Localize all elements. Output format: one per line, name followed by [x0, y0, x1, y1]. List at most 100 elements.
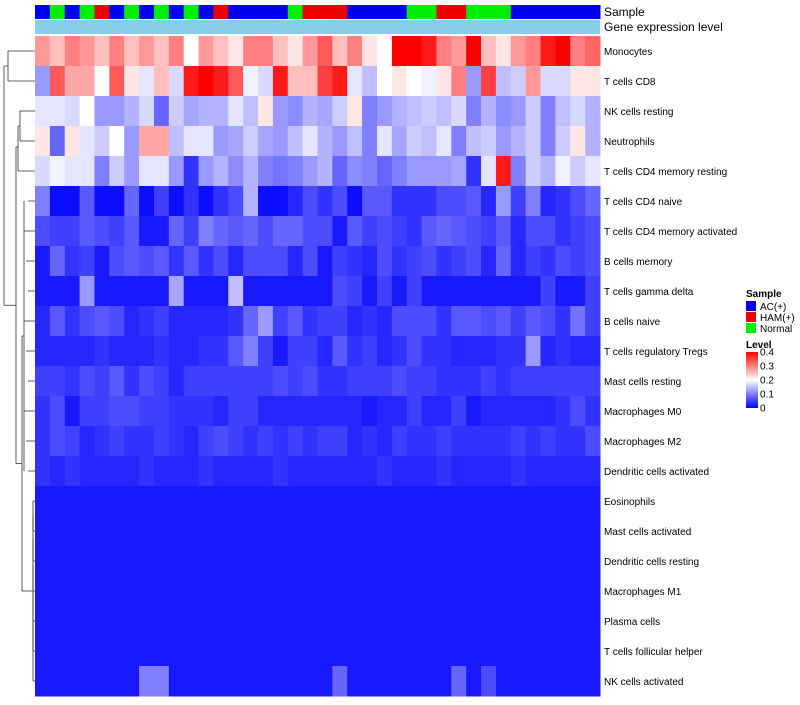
heatmap-cell — [525, 96, 542, 127]
row-label: NK cells resting — [604, 107, 673, 118]
heatmap-cell — [555, 606, 571, 637]
heatmap-cell — [495, 276, 512, 307]
heatmap-cell — [94, 66, 110, 97]
heatmap-cell — [139, 156, 155, 187]
heatmap-cell — [94, 246, 110, 277]
heatmap-cell — [481, 456, 497, 487]
heatmap-cell — [347, 36, 363, 67]
heatmap-cell — [213, 96, 229, 127]
heatmap-cell — [585, 156, 601, 187]
heatmap-cell — [362, 36, 378, 67]
heatmap-cell — [153, 306, 170, 337]
heatmap-cell — [258, 126, 274, 157]
heatmap-cell — [302, 516, 318, 547]
heatmap-cell — [555, 486, 571, 517]
row-label: T cells CD4 memory resting — [604, 167, 727, 178]
heatmap-cell — [585, 546, 601, 577]
heatmap-cell — [183, 186, 200, 217]
heatmap-cell — [317, 156, 333, 187]
heatmap-cell — [258, 456, 274, 487]
heatmap-cell — [421, 156, 437, 187]
heatmap-cell — [332, 246, 348, 277]
heatmap-cell — [525, 336, 542, 367]
heatmap-cell — [287, 666, 304, 697]
heatmap-cell — [347, 186, 363, 217]
heatmap-cell — [391, 456, 408, 487]
heatmap-cell — [287, 426, 304, 457]
heatmap-cell — [139, 456, 155, 487]
heatmap-cell — [109, 306, 125, 337]
heatmap-cell — [495, 366, 512, 397]
heatmap-cell — [391, 606, 408, 637]
heatmap-cell — [436, 66, 452, 97]
heatmap-cell — [391, 96, 408, 127]
heatmap-cell — [495, 156, 512, 187]
heatmap-cell — [198, 156, 214, 187]
heatmap-cell — [481, 156, 497, 187]
heatmap-cell — [198, 336, 214, 367]
heatmap-cell — [94, 636, 110, 667]
heatmap-cell — [49, 276, 66, 307]
heatmap-cell — [35, 186, 51, 217]
legend-swatch — [746, 312, 756, 322]
heatmap-cell — [139, 396, 155, 427]
heatmap-cell — [35, 126, 51, 157]
heatmap-cell — [228, 396, 244, 427]
heatmap-cell — [481, 606, 497, 637]
heatmap-cell — [525, 636, 542, 667]
heatmap-cell — [362, 306, 378, 337]
heatmap-cell — [79, 456, 95, 487]
heatmap-cell — [406, 576, 423, 607]
heatmap-cell — [258, 336, 274, 367]
heatmap-cell — [555, 546, 571, 577]
sample-cell — [406, 5, 423, 19]
legend-sample-title: Sample — [746, 289, 782, 300]
heatmap-cell — [302, 546, 318, 577]
heatmap-cell — [198, 126, 214, 157]
heatmap-cell — [362, 426, 378, 457]
heatmap-cell — [243, 576, 259, 607]
heatmap-cell — [243, 396, 259, 427]
heatmap-cell — [570, 96, 586, 127]
heatmap-cell — [376, 216, 393, 247]
heatmap-cell — [481, 636, 497, 667]
heatmap-cell — [124, 126, 140, 157]
heatmap-cell — [481, 516, 497, 547]
heatmap-cell — [347, 156, 363, 187]
heatmap-cell — [376, 396, 393, 427]
heatmap-cell — [183, 456, 200, 487]
sample-cell — [49, 5, 66, 19]
heatmap-cell — [555, 366, 571, 397]
heatmap-cell — [332, 426, 348, 457]
heatmap-cell — [347, 486, 363, 517]
heatmap-cell — [436, 576, 452, 607]
heatmap-cell — [228, 666, 244, 697]
heatmap-cell — [555, 276, 571, 307]
heatmap-cell — [376, 276, 393, 307]
heatmap-cell — [525, 516, 542, 547]
heatmap-cell — [198, 96, 214, 127]
heatmap-cell — [139, 306, 155, 337]
heatmap-cell — [139, 36, 155, 67]
heatmap-cell — [510, 96, 527, 127]
heatmap-cell — [585, 456, 601, 487]
sample-cell — [436, 5, 452, 19]
heatmap-cell — [35, 576, 51, 607]
heatmap-cell — [555, 516, 571, 547]
heatmap-cell — [109, 126, 125, 157]
heatmap-cell — [570, 276, 586, 307]
heatmap-cell — [510, 516, 527, 547]
heatmap-cell — [272, 396, 289, 427]
sample-track-label: Sample — [604, 5, 645, 19]
sample-cell — [347, 5, 363, 19]
heatmap-cell — [183, 396, 200, 427]
heatmap-cell — [258, 276, 274, 307]
heatmap-cell — [35, 456, 51, 487]
heatmap-cell — [272, 486, 289, 517]
heatmap-cell — [35, 96, 51, 127]
heatmap-cell — [525, 276, 542, 307]
heatmap-cell — [272, 186, 289, 217]
heatmap-cell — [332, 306, 348, 337]
heatmap-cell — [585, 666, 601, 697]
heatmap-cell — [421, 216, 437, 247]
